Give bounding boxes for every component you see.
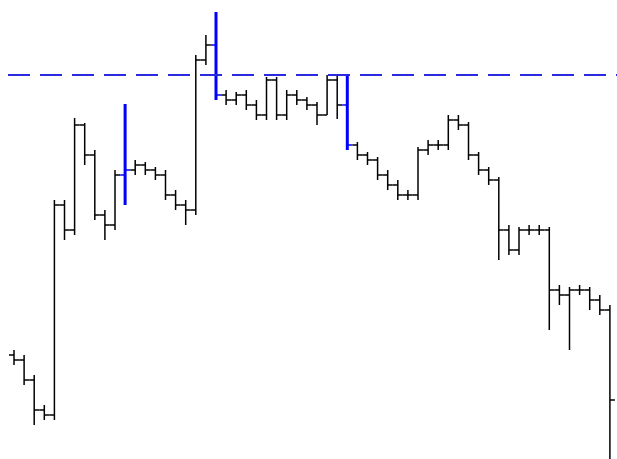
chart bbox=[8, 12, 617, 459]
page: (() => { const data = JSON.parse(documen… bbox=[8, 12, 617, 459]
